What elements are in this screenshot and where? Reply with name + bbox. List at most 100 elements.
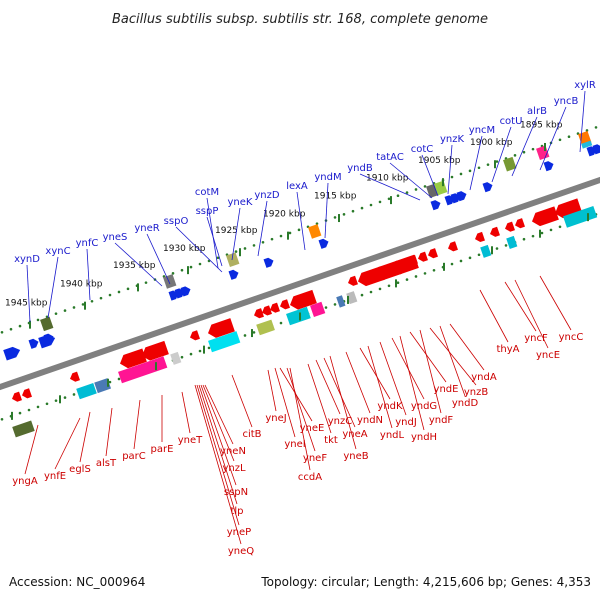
- reverse-gene-box: [286, 306, 311, 326]
- reverse-gene-box: [480, 244, 492, 258]
- reverse-gene-arrow: [262, 305, 272, 316]
- reverse-gene-label: yneJ: [265, 413, 286, 424]
- forward-gene-label: yndB: [347, 163, 373, 174]
- reverse-gene-arrow: [254, 308, 264, 319]
- scale-label: 1895 kbp: [520, 121, 563, 131]
- forward-gene-leader: [231, 207, 241, 261]
- forward-gene-label: sspO: [164, 216, 189, 227]
- reverse-gene-label: yncE: [536, 350, 560, 361]
- forward-gene-leader: [206, 197, 219, 269]
- reverse-gene-arrow: [208, 318, 235, 338]
- reverse-gene-arrow: [280, 299, 290, 310]
- reverse-gene-leader: [267, 369, 277, 412]
- reverse-gene-label: yncF: [524, 333, 548, 344]
- reverse-gene-label: citB: [242, 429, 261, 440]
- reverse-gene-label: yngA: [12, 476, 38, 487]
- reverse-gene-leader: [399, 335, 425, 431]
- reverse-gene-label: tlp: [230, 506, 243, 517]
- reverse-gene-label: yneN: [220, 446, 246, 457]
- forward-gene-label: cotC: [411, 144, 434, 155]
- reverse-gene-leader: [409, 331, 447, 383]
- reverse-gene-leader: [359, 347, 391, 400]
- reverse-gene-label: ynzB: [464, 387, 489, 398]
- reverse-gene-arrow: [70, 371, 80, 382]
- reverse-gene-label: ccdA: [298, 472, 322, 483]
- forward-gene-label: yneS: [103, 232, 128, 243]
- forward-gene-label: cotU: [500, 116, 523, 127]
- reverse-gene-arrow: [120, 348, 147, 369]
- reverse-gene-box: [336, 295, 346, 308]
- forward-gene-label: yneR: [134, 223, 159, 234]
- reverse-gene-label: eglS: [69, 464, 91, 475]
- forward-gene-arrow: [38, 334, 56, 349]
- forward-gene-label: yndM: [314, 172, 341, 183]
- scale-label: 1915 kbp: [314, 192, 357, 202]
- reverse-gene-leader: [439, 325, 466, 397]
- forward-gene-arrow: [28, 338, 39, 349]
- reverse-gene-leader: [79, 411, 91, 463]
- forward-gene-leader: [26, 264, 31, 323]
- reverse-gene-arrow: [505, 221, 515, 232]
- reverse-gene-leader: [231, 374, 253, 428]
- forward-gene-leader: [206, 216, 223, 267]
- forward-gene-label: yncM: [469, 125, 495, 136]
- forward-gene-box: [226, 252, 240, 268]
- forward-gene-box: [40, 316, 54, 332]
- forward-gene-label: yneK: [228, 197, 253, 208]
- reverse-gene-leader: [133, 399, 141, 450]
- forward-gene-arrow: [3, 346, 21, 361]
- forward-gene-arrow: [263, 257, 274, 268]
- reverse-gene-arrow: [408, 255, 418, 266]
- reverse-gene-arrow: [515, 218, 525, 229]
- reverse-gene-box: [76, 383, 97, 400]
- forward-gene-leader: [359, 173, 421, 201]
- reverse-gene-label: parC: [122, 451, 146, 462]
- reverse-gene-label: yneQ: [228, 546, 254, 557]
- reverse-gene-label: yneF: [303, 453, 327, 464]
- scale-label: 1935 kbp: [113, 261, 156, 271]
- forward-gene-arrow: [456, 191, 467, 202]
- reverse-gene-arrow: [290, 289, 317, 310]
- forward-gene-leader: [539, 106, 567, 171]
- scale-label: 1905 kbp: [418, 156, 461, 166]
- backbone-line: [0, 176, 600, 391]
- reverse-gene-label: yneA: [342, 429, 367, 440]
- reverse-gene-label: tkt: [324, 435, 338, 446]
- reverse-gene-label: yneB: [343, 451, 368, 462]
- reverse-gene-leader: [429, 327, 477, 386]
- reverse-gene-leader: [274, 367, 296, 438]
- reverse-gene-label: yneP: [227, 527, 251, 538]
- scale-label: 1930 kbp: [163, 244, 206, 254]
- forward-gene-box: [503, 156, 517, 172]
- reverse-gene-label: parE: [151, 444, 174, 455]
- reverse-gene-leader: [323, 357, 356, 428]
- forward-gene-leader: [389, 162, 433, 199]
- forward-gene-arrow: [543, 161, 554, 172]
- forward-gene-label: ynzK: [440, 134, 465, 145]
- forward-gene-arrow: [592, 144, 600, 155]
- reverse-gene-leader: [329, 355, 357, 450]
- reverse-gene-label: sspN: [224, 487, 248, 498]
- forward-gene-leader: [469, 135, 483, 191]
- forward-gene-arrow: [318, 238, 329, 249]
- reverse-gene-label: yneE: [300, 423, 325, 434]
- reverse-gene-arrow: [428, 248, 438, 259]
- reverse-gene-arrow: [348, 275, 358, 286]
- reverse-gene-label: ynzL: [222, 463, 246, 474]
- reverse-gene-label: alsT: [96, 458, 117, 469]
- reverse-gene-leader: [315, 359, 341, 415]
- reverse-gene-arrow: [12, 391, 22, 402]
- reverse-gene-leader: [200, 384, 237, 486]
- reverse-gene-arrow: [22, 388, 32, 399]
- reverse-gene-label: ynfE: [44, 471, 66, 482]
- forward-gene-arrow: [228, 269, 239, 280]
- reverse-gene-arrow: [448, 241, 458, 252]
- forward-gene-leader: [579, 90, 586, 153]
- reverse-gene-label: yndF: [429, 415, 454, 426]
- forward-gene-label: ynzD: [254, 190, 280, 201]
- reverse-gene-leader: [367, 345, 393, 429]
- reverse-gene-leader: [194, 384, 242, 545]
- scale-label: 1900 kbp: [470, 138, 513, 148]
